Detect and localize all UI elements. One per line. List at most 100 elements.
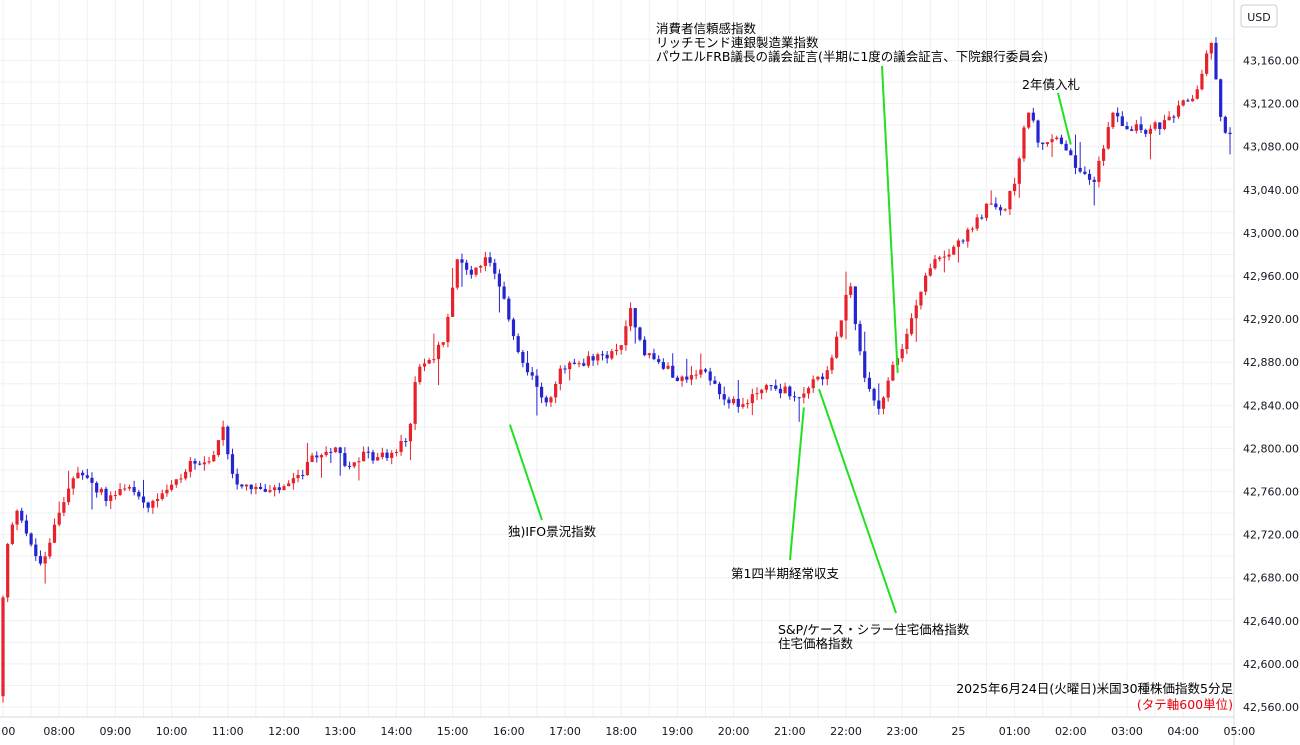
candle-down <box>315 455 319 458</box>
candle-down <box>980 217 984 219</box>
candle-down <box>961 240 965 242</box>
candle-up <box>881 397 886 409</box>
price-axis-labels: 42,560.00 42,600.00 42,640.00 42,680.00 42,7… <box>1243 55 1299 715</box>
candle-down <box>717 383 722 395</box>
time-tick-label: 16:00 <box>493 725 525 738</box>
price-axis-panel[interactable] <box>1234 0 1300 745</box>
annotation-case-shiller-line2: 住宅価格指数 <box>778 636 854 651</box>
candle-down <box>600 354 605 356</box>
candle-up <box>319 455 324 458</box>
candle-up <box>165 489 169 494</box>
candle-down <box>774 385 778 389</box>
candle-down <box>1078 167 1082 172</box>
candle-down <box>226 426 230 455</box>
candle-down <box>1087 173 1092 180</box>
candle-down <box>1120 116 1124 126</box>
candle-down <box>638 327 642 340</box>
candle-down <box>820 376 825 380</box>
candle-down <box>797 397 801 399</box>
candle-up <box>1055 137 1059 140</box>
candle-up <box>750 394 754 404</box>
candle-down <box>1172 116 1176 118</box>
candle-down <box>858 323 862 352</box>
candle-up <box>746 403 750 405</box>
candle-up <box>938 257 942 260</box>
candle-down <box>81 472 85 476</box>
candle-up <box>628 308 633 327</box>
candle-up <box>933 259 937 269</box>
candle-down <box>493 262 497 274</box>
candle-up <box>1176 105 1181 117</box>
candle-up <box>1195 89 1199 99</box>
candle-down <box>132 487 136 493</box>
candle-up <box>984 203 989 218</box>
candle-up <box>905 333 909 350</box>
candle-up <box>221 426 225 441</box>
candle-down <box>301 474 305 476</box>
candle-up <box>647 353 651 356</box>
candle-up <box>614 349 619 352</box>
time-tick-label: 12:00 <box>268 725 300 738</box>
candle-up <box>305 461 310 476</box>
candle-up <box>586 356 591 366</box>
currency-label-box[interactable] <box>1240 4 1278 28</box>
candle-down <box>465 262 469 270</box>
candle-up <box>732 398 736 404</box>
annotation-leader-line <box>789 407 805 561</box>
candle-up <box>413 382 417 424</box>
candle-up <box>273 487 277 491</box>
candle-down <box>1036 120 1040 143</box>
price-tick-label: 42,560.00 <box>1243 701 1299 714</box>
currency-label: USD <box>1247 11 1271 24</box>
candle-up <box>680 376 684 381</box>
time-tick-label: 25 <box>951 725 965 738</box>
candle-down <box>661 362 665 369</box>
candle-up <box>310 455 314 462</box>
candle-up <box>390 452 394 458</box>
candle-up <box>436 344 441 360</box>
time-tick-label: 15:00 <box>437 725 469 738</box>
candle-up <box>282 486 286 491</box>
candles <box>1 37 1232 703</box>
candle-down <box>769 385 773 387</box>
time-tick-label: 08:00 <box>43 725 75 738</box>
candle-up <box>891 364 895 381</box>
candle-down <box>863 351 867 378</box>
candle-up <box>1181 100 1185 106</box>
candle-up <box>184 471 188 479</box>
price-tick-label: 43,000.00 <box>1243 227 1299 240</box>
candle-up <box>1111 112 1115 128</box>
candle-down <box>198 463 202 465</box>
candle-down <box>535 375 539 387</box>
candle-down <box>1092 179 1096 182</box>
candle-up <box>1205 53 1209 74</box>
price-tick-label: 42,800.00 <box>1243 442 1299 455</box>
annotation-us-events-line2: リッチモンド連銀製造業指数 <box>656 35 819 50</box>
candle-down <box>502 286 506 299</box>
candle-up <box>394 451 398 453</box>
candle-up <box>1022 127 1026 159</box>
candle-up <box>835 336 839 358</box>
candle-up <box>446 316 450 343</box>
time-tick-label: 03:00 <box>1111 725 1143 738</box>
candle-down <box>572 362 576 364</box>
price-tick-label: 43,120.00 <box>1243 98 1299 111</box>
price-tick-label: 42,960.00 <box>1243 270 1299 283</box>
time-tick-label: 09:00 <box>100 725 132 738</box>
price-tick-label: 42,640.00 <box>1243 615 1299 628</box>
candle-up <box>1003 209 1007 211</box>
candle-up <box>352 462 356 467</box>
candle-down <box>727 399 731 404</box>
annotation-us-events-line3: パウエルFRB議長の議会証言(半期に1度の議会証言、下院銀行委員会) <box>656 49 1048 64</box>
annotation-ifo: 独)IFO景況指数 <box>508 524 597 539</box>
candle-up <box>207 461 211 463</box>
candle-up <box>924 275 928 292</box>
candle-up <box>1200 73 1204 90</box>
candle-down <box>1041 142 1045 145</box>
candle-down <box>1059 137 1064 144</box>
candle-up <box>1106 127 1110 149</box>
candle-up <box>1 597 5 697</box>
candle-down <box>671 365 675 378</box>
time-tick-label: 14:00 <box>381 725 413 738</box>
candle-up <box>155 499 160 501</box>
